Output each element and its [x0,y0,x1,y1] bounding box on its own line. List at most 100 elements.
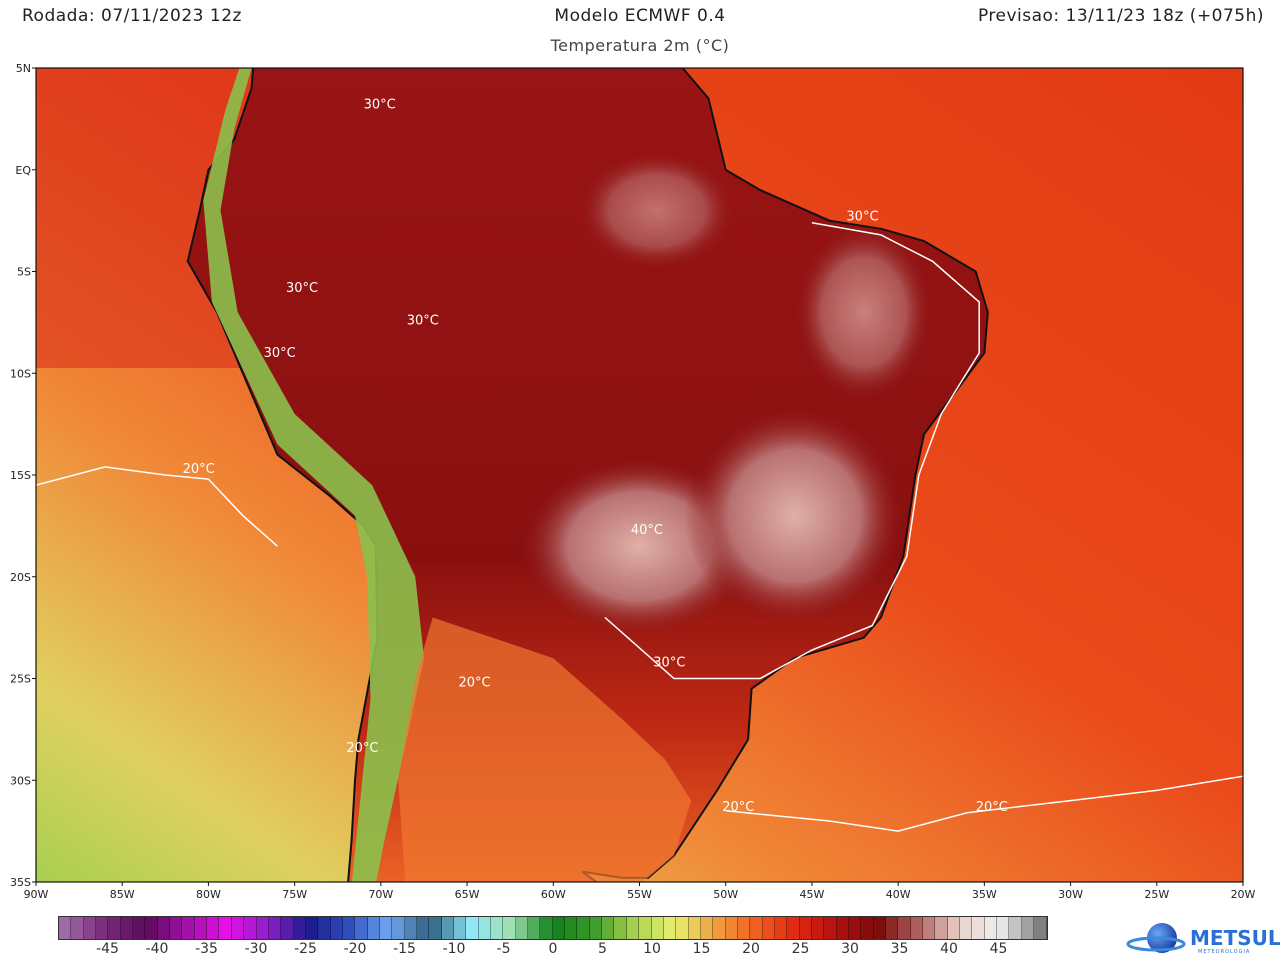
colorbar-cell [145,917,158,939]
colorbar-cell [552,917,566,939]
contour-20c-atlantic [725,775,1243,832]
colorbar-cell [318,917,331,939]
run-time-label: Rodada: 07/11/2023 12z [22,6,242,26]
contour-label: 40°C [631,523,663,538]
colorbar-cell [478,917,492,939]
logo-subtext: METEOROLOGIA [1198,949,1251,955]
colorbar-tick-label: 10 [643,941,661,957]
colorbar-cell [861,917,874,939]
lon-label: 20W [1231,888,1256,901]
colorbar-cell [367,917,380,939]
colorbar-tick-label: -45 [96,941,119,957]
colorbar-tick-label: -20 [343,941,367,957]
globe-icon [1126,923,1186,953]
lat-label: 25S [10,673,31,686]
colorbar-cell [651,917,664,939]
colorbar-cell [379,917,393,939]
contour-label: 30°C [264,346,296,361]
forecast-time-label: Previsao: 13/11/23 18z (+075h) [977,6,1264,26]
colorbar-cell [713,917,726,939]
colorbar-tick-label: 20 [742,941,760,957]
colorbar-cell [774,917,788,939]
contour-label: 20°C [722,800,754,815]
hot-core-north [576,150,737,271]
colorbar-tick-label: 15 [692,941,711,957]
lat-label: 10S [10,367,31,380]
colorbar-cell [700,917,714,939]
andes-cool-band [203,68,424,882]
colorbar-cell [108,917,121,939]
southern-warm-region [398,617,692,882]
colorbar-cell [466,917,479,939]
colorbar-tick-label: 0 [548,941,558,957]
metsul-logo: METSUL METEOROLOGIA [1126,920,1280,960]
colorbar-cell [811,917,825,939]
colorbar-cell [293,917,306,939]
contour-20c-pacific [36,466,278,547]
colorbar-cell [133,917,146,939]
colorbar-cell [737,917,751,939]
lon-label: 75W [282,888,307,901]
colorbar-cell [416,917,430,939]
lon-label: 70W [368,888,393,901]
colorbar-cell [503,917,516,939]
colorbar-tick-label: 30 [841,941,859,957]
colorbar-cell [281,917,294,939]
lat-label: 5S [17,266,31,279]
colorbar-tick-label: -25 [294,941,317,957]
logo-text: METSUL [1190,926,1280,950]
lon-label: 40W [886,888,911,901]
lat-label: 35S [10,876,31,889]
colorbar-cell [947,917,961,939]
colorbar-cell [614,917,627,939]
colorbar-tick-label: -40 [145,941,169,957]
lat-label: EQ [15,164,31,177]
colorbar-cell [787,917,800,939]
colorbar-cell [873,917,887,939]
lat-label: 30S [10,774,31,787]
colorbar-cell [577,917,590,939]
colorbar-cell [194,917,208,939]
contour-label: 30°C [653,655,685,670]
contour-label: 30°C [286,281,318,296]
colorbar-tick-label: -10 [442,941,466,957]
colorbar-cell [96,917,109,939]
colorbar-tick-label: -30 [244,941,268,957]
contour-label: 30°C [846,210,878,225]
colorbar-cell [565,917,578,939]
contour-label: 20°C [458,676,490,691]
colorbar-cell [392,917,405,939]
lon-label: 25W [1144,888,1169,901]
colorbar-tick-label: -5 [496,941,511,957]
colorbar-cell [454,917,467,939]
colorbar-cell [886,917,899,939]
colorbar-cell [960,917,973,939]
colorbar-cell [984,917,998,939]
contour-30c-coast [604,221,980,680]
colorbar-cell [244,917,257,939]
colorbar-cell [182,917,195,939]
colorbar-cell [120,917,134,939]
contour-label: 30°C [407,313,439,328]
colorbar-cell [330,917,343,939]
lon-label: 55W [627,888,652,901]
contour-label: 20°C [346,741,378,756]
colorbar-tick-label: 5 [598,941,607,957]
colorbar-tick-label: -15 [393,941,416,957]
colorbar-cell [1034,917,1047,939]
colorbar-cell [441,917,454,939]
hot-core-southeast [684,405,905,626]
colorbar-cell [639,917,652,939]
colorbar-cell [935,917,948,939]
lon-label: 60W [541,888,566,901]
colorbar-cell [725,917,738,939]
colorbar-cell [342,917,356,939]
colorbar-cell [910,917,924,939]
colorbar-cell [207,917,220,939]
contour-label: 20°C [183,462,215,477]
model-label: Modelo ECMWF 0.4 [554,6,726,26]
colorbar-cell [972,917,985,939]
colorbar-tick-label: 45 [989,941,1008,957]
variable-label: Temperatura 2m (°C) [550,36,730,55]
colorbar-cell [626,917,640,939]
